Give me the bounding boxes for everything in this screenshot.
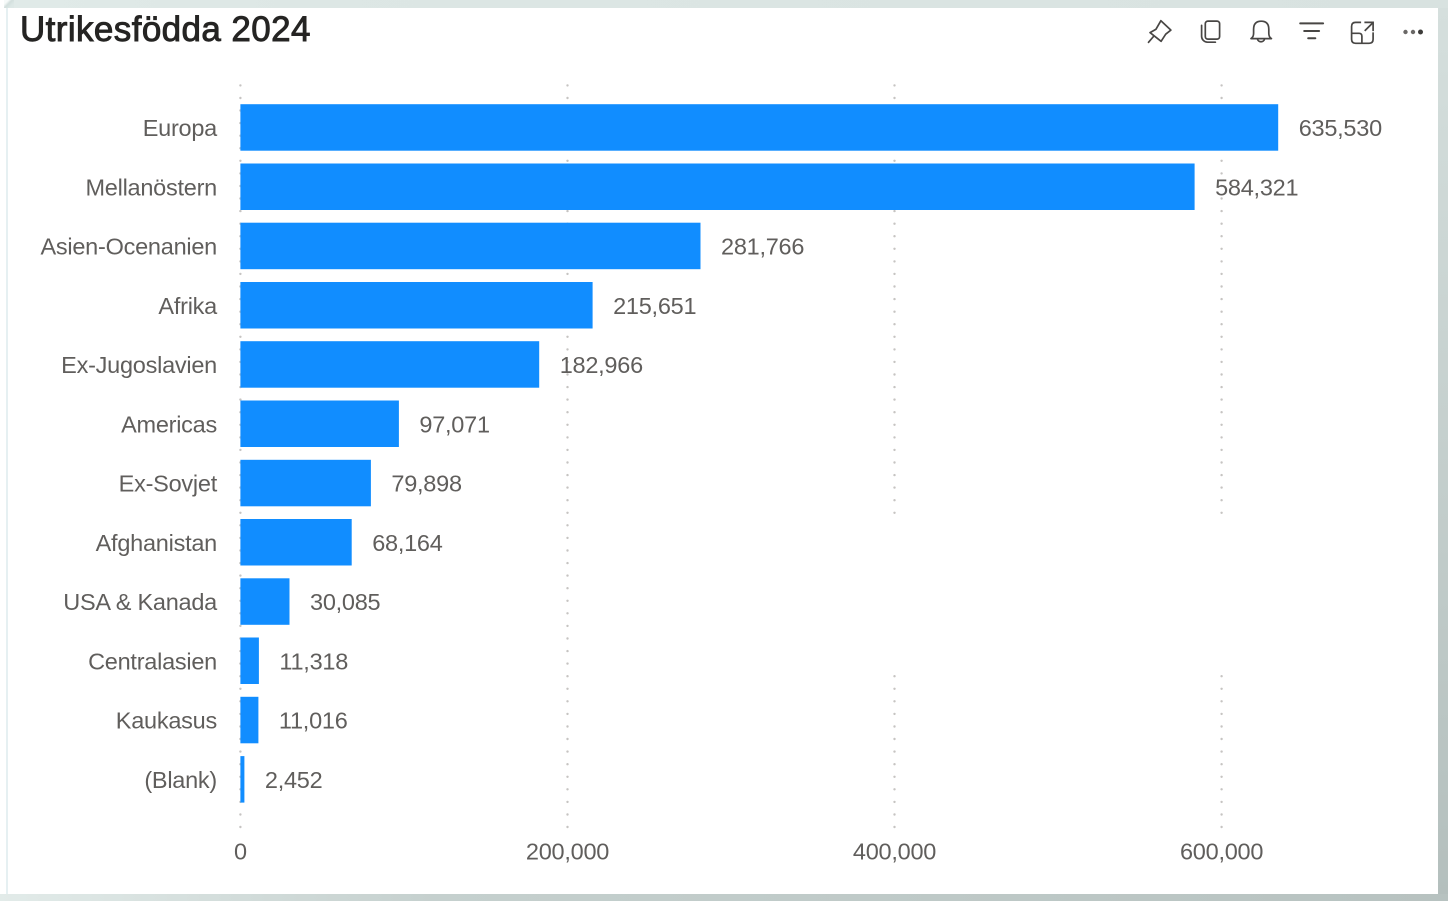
svg-text:USA & Kanada: USA & Kanada xyxy=(63,589,218,615)
svg-text:97,071: 97,071 xyxy=(419,411,489,437)
svg-text:0: 0 xyxy=(234,839,247,865)
svg-text:Kaukasus: Kaukasus xyxy=(116,708,217,734)
svg-text:(Blank): (Blank) xyxy=(144,767,217,793)
svg-text:11,318: 11,318 xyxy=(279,648,348,674)
svg-text:Europa: Europa xyxy=(143,115,218,141)
svg-text:215,651: 215,651 xyxy=(613,293,696,319)
svg-text:Asien-Ocenanien: Asien-Ocenanien xyxy=(40,234,217,260)
svg-text:30,085: 30,085 xyxy=(310,589,381,615)
svg-text:281,766: 281,766 xyxy=(721,234,804,260)
svg-text:68,164: 68,164 xyxy=(372,530,443,556)
svg-text:79,898: 79,898 xyxy=(391,471,462,497)
svg-text:Ex-Jugoslavien: Ex-Jugoslavien xyxy=(61,352,217,378)
svg-text:Ex-Sovjet: Ex-Sovjet xyxy=(119,471,218,497)
svg-text:Afrika: Afrika xyxy=(158,293,218,319)
svg-text:635,530: 635,530 xyxy=(1299,115,1382,141)
svg-text:11,016: 11,016 xyxy=(279,708,348,734)
svg-text:Afghanistan: Afghanistan xyxy=(96,530,217,556)
svg-text:182,966: 182,966 xyxy=(560,352,643,378)
svg-text:400,000: 400,000 xyxy=(853,839,936,865)
svg-text:Centralasien: Centralasien xyxy=(88,648,217,674)
svg-text:200,000: 200,000 xyxy=(526,839,609,865)
svg-text:Americas: Americas xyxy=(121,411,217,437)
svg-text:584,321: 584,321 xyxy=(1215,174,1298,200)
svg-text:2,452: 2,452 xyxy=(265,767,323,793)
svg-text:Mellanöstern: Mellanöstern xyxy=(85,174,217,200)
svg-text:600,000: 600,000 xyxy=(1180,839,1263,865)
